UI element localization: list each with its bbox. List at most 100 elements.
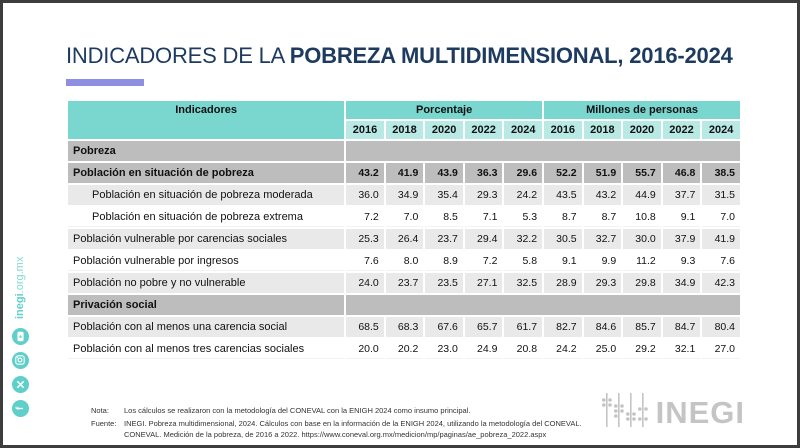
nota-row: Nota: Los cálculos se realizaron con la … [91, 406, 582, 417]
value-cell: 68.5 [346, 317, 384, 337]
year-header: 2022 [662, 121, 701, 139]
year-header: 2024 [504, 121, 543, 139]
value-cell: 9.1 [544, 251, 582, 271]
value-cell: 34.9 [662, 273, 701, 293]
footnotes: Nota: Los cálculos se realizaron con la … [91, 406, 582, 443]
value-cell: 7.0 [385, 207, 424, 227]
row-label: Población con al menos una carencia soci… [68, 317, 345, 337]
page-title-prefix: INDICADORES DE LA [66, 43, 290, 68]
value-cell: 55.7 [623, 163, 661, 183]
page-title: INDICADORES DE LA POBREZA MULTIDIMENSION… [66, 43, 733, 69]
fuente-row: Fuente: INEGI. Pobreza multidimensional,… [91, 419, 582, 441]
value-cell: 43.2 [346, 163, 384, 183]
value-cell: 43.9 [425, 163, 463, 183]
value-cell: 20.0 [346, 339, 384, 359]
instagram-icon[interactable] [11, 352, 29, 369]
value-cell: 82.7 [544, 317, 582, 337]
table-body: Pobreza Población en situación de pobreza… [68, 141, 740, 359]
row-label: Población con al menos tres carencias so… [68, 339, 345, 359]
value-cell: 20.8 [504, 339, 543, 359]
row-label: Población en situación de pobreza extrem… [68, 207, 345, 227]
value-cell: 7.2 [346, 207, 384, 227]
nota-label: Nota: [91, 406, 109, 415]
value-cell: 27.1 [464, 273, 503, 293]
table-row: Población no pobre y no vulnerable 24.0 23… [68, 273, 740, 293]
page-title-bold: POBREZA MULTIDIMENSIONAL, 2016-2024 [289, 43, 733, 68]
value-cell: 29.6 [504, 163, 543, 183]
value-cell: 35.4 [425, 185, 463, 205]
value-cell: 28.9 [544, 273, 582, 293]
value-cell: 24.0 [346, 273, 384, 293]
row-label: Población no pobre y no vulnerable [68, 273, 345, 293]
value-cell: 52.2 [544, 163, 582, 183]
value-cell: 7.6 [346, 251, 384, 271]
table-row: Población con al menos tres carencias so… [68, 339, 740, 359]
value-cell: 24.2 [504, 185, 543, 205]
facebook-icon[interactable]: f [11, 400, 29, 417]
value-cell: 8.0 [385, 251, 424, 271]
value-cell: 32.1 [662, 339, 701, 359]
value-cell: 36.0 [346, 185, 384, 205]
sidebar-social: f inegi.org.mx [11, 217, 29, 417]
value-cell: 20.2 [385, 339, 424, 359]
value-cell: 85.7 [623, 317, 661, 337]
year-header: 2020 [425, 121, 463, 139]
value-cell: 44.9 [623, 185, 661, 205]
value-cell: 43.5 [544, 185, 582, 205]
value-cell: 23.7 [425, 229, 463, 249]
row-label: Población vulnerable por ingresos [68, 251, 345, 271]
row-label: Población en situación de pobreza modera… [68, 185, 345, 205]
value-cell: 42.3 [702, 273, 740, 293]
title-accent-bar [66, 79, 144, 86]
value-cell: 9.1 [662, 207, 701, 227]
column-group-millions: Millones de personas [544, 101, 740, 119]
sidebar-url-bold: inegi [14, 293, 26, 319]
poverty-table: Indicadores Porcentaje Millones de perso… [66, 99, 742, 361]
value-cell: 84.7 [662, 317, 701, 337]
column-header-indicators: Indicadores [68, 101, 345, 139]
value-cell: 23.7 [385, 273, 424, 293]
fuente-line2-link[interactable]: CONEVAL. Medición de la pobreza, de 2016… [124, 429, 547, 439]
value-cell: 41.9 [702, 229, 740, 249]
value-cell: 32.7 [583, 229, 622, 249]
value-cell: 32.5 [504, 273, 543, 293]
table-header-row-groups: Indicadores Porcentaje Millones de perso… [68, 101, 740, 139]
year-header: 2024 [702, 121, 740, 139]
sidebar-url-rest: .org.mx [14, 256, 26, 294]
value-cell: 41.9 [385, 163, 424, 183]
value-cell: 25.3 [346, 229, 384, 249]
value-cell: 65.7 [464, 317, 503, 337]
value-cell: 25.0 [583, 339, 622, 359]
inegi-logo-text: INEGI [655, 394, 745, 430]
table-row: Población con al menos una carencia soci… [68, 317, 740, 337]
value-cell: 24.2 [544, 339, 582, 359]
fuente-text: INEGI. Pobreza multidimensional, 2024. C… [124, 419, 582, 441]
inegi-abacus-icon [601, 393, 648, 432]
x-icon[interactable] [11, 376, 29, 393]
value-cell: 8.9 [425, 251, 463, 271]
value-cell: 5.3 [504, 207, 543, 227]
value-cell: 51.9 [583, 163, 622, 183]
value-cell: 46.8 [662, 163, 701, 183]
value-cell: 23.0 [425, 339, 463, 359]
value-cell: 5.8 [504, 251, 543, 271]
year-header: 2018 [385, 121, 424, 139]
fuente-line1: INEGI. Pobreza multidimensional, 2024. C… [124, 418, 582, 428]
sidebar-url[interactable]: inegi.org.mx [14, 257, 26, 319]
value-cell: 30.5 [544, 229, 582, 249]
table-header-row-years: 2016 2018 2020 2022 2024 2016 2018 2020 2022 2024 [68, 121, 740, 139]
value-cell: 23.5 [425, 273, 463, 293]
table-row: Población vulnerable por ingresos 7.6 8.0 8… [68, 251, 740, 271]
nota-text: Los cálculos se realizaron con la metodo… [124, 406, 471, 415]
value-cell: 36.3 [464, 163, 503, 183]
value-cell: 34.9 [385, 185, 424, 205]
youtube-icon[interactable] [11, 328, 29, 345]
table-row: Pobreza [68, 141, 740, 161]
section-fill [346, 141, 740, 161]
value-cell: 8.7 [544, 207, 582, 227]
value-cell: 27.0 [702, 339, 740, 359]
value-cell: 9.3 [662, 251, 701, 271]
value-cell: 7.0 [702, 207, 740, 227]
row-label: Población en situación de pobreza [68, 163, 345, 183]
value-cell: 29.4 [464, 229, 503, 249]
